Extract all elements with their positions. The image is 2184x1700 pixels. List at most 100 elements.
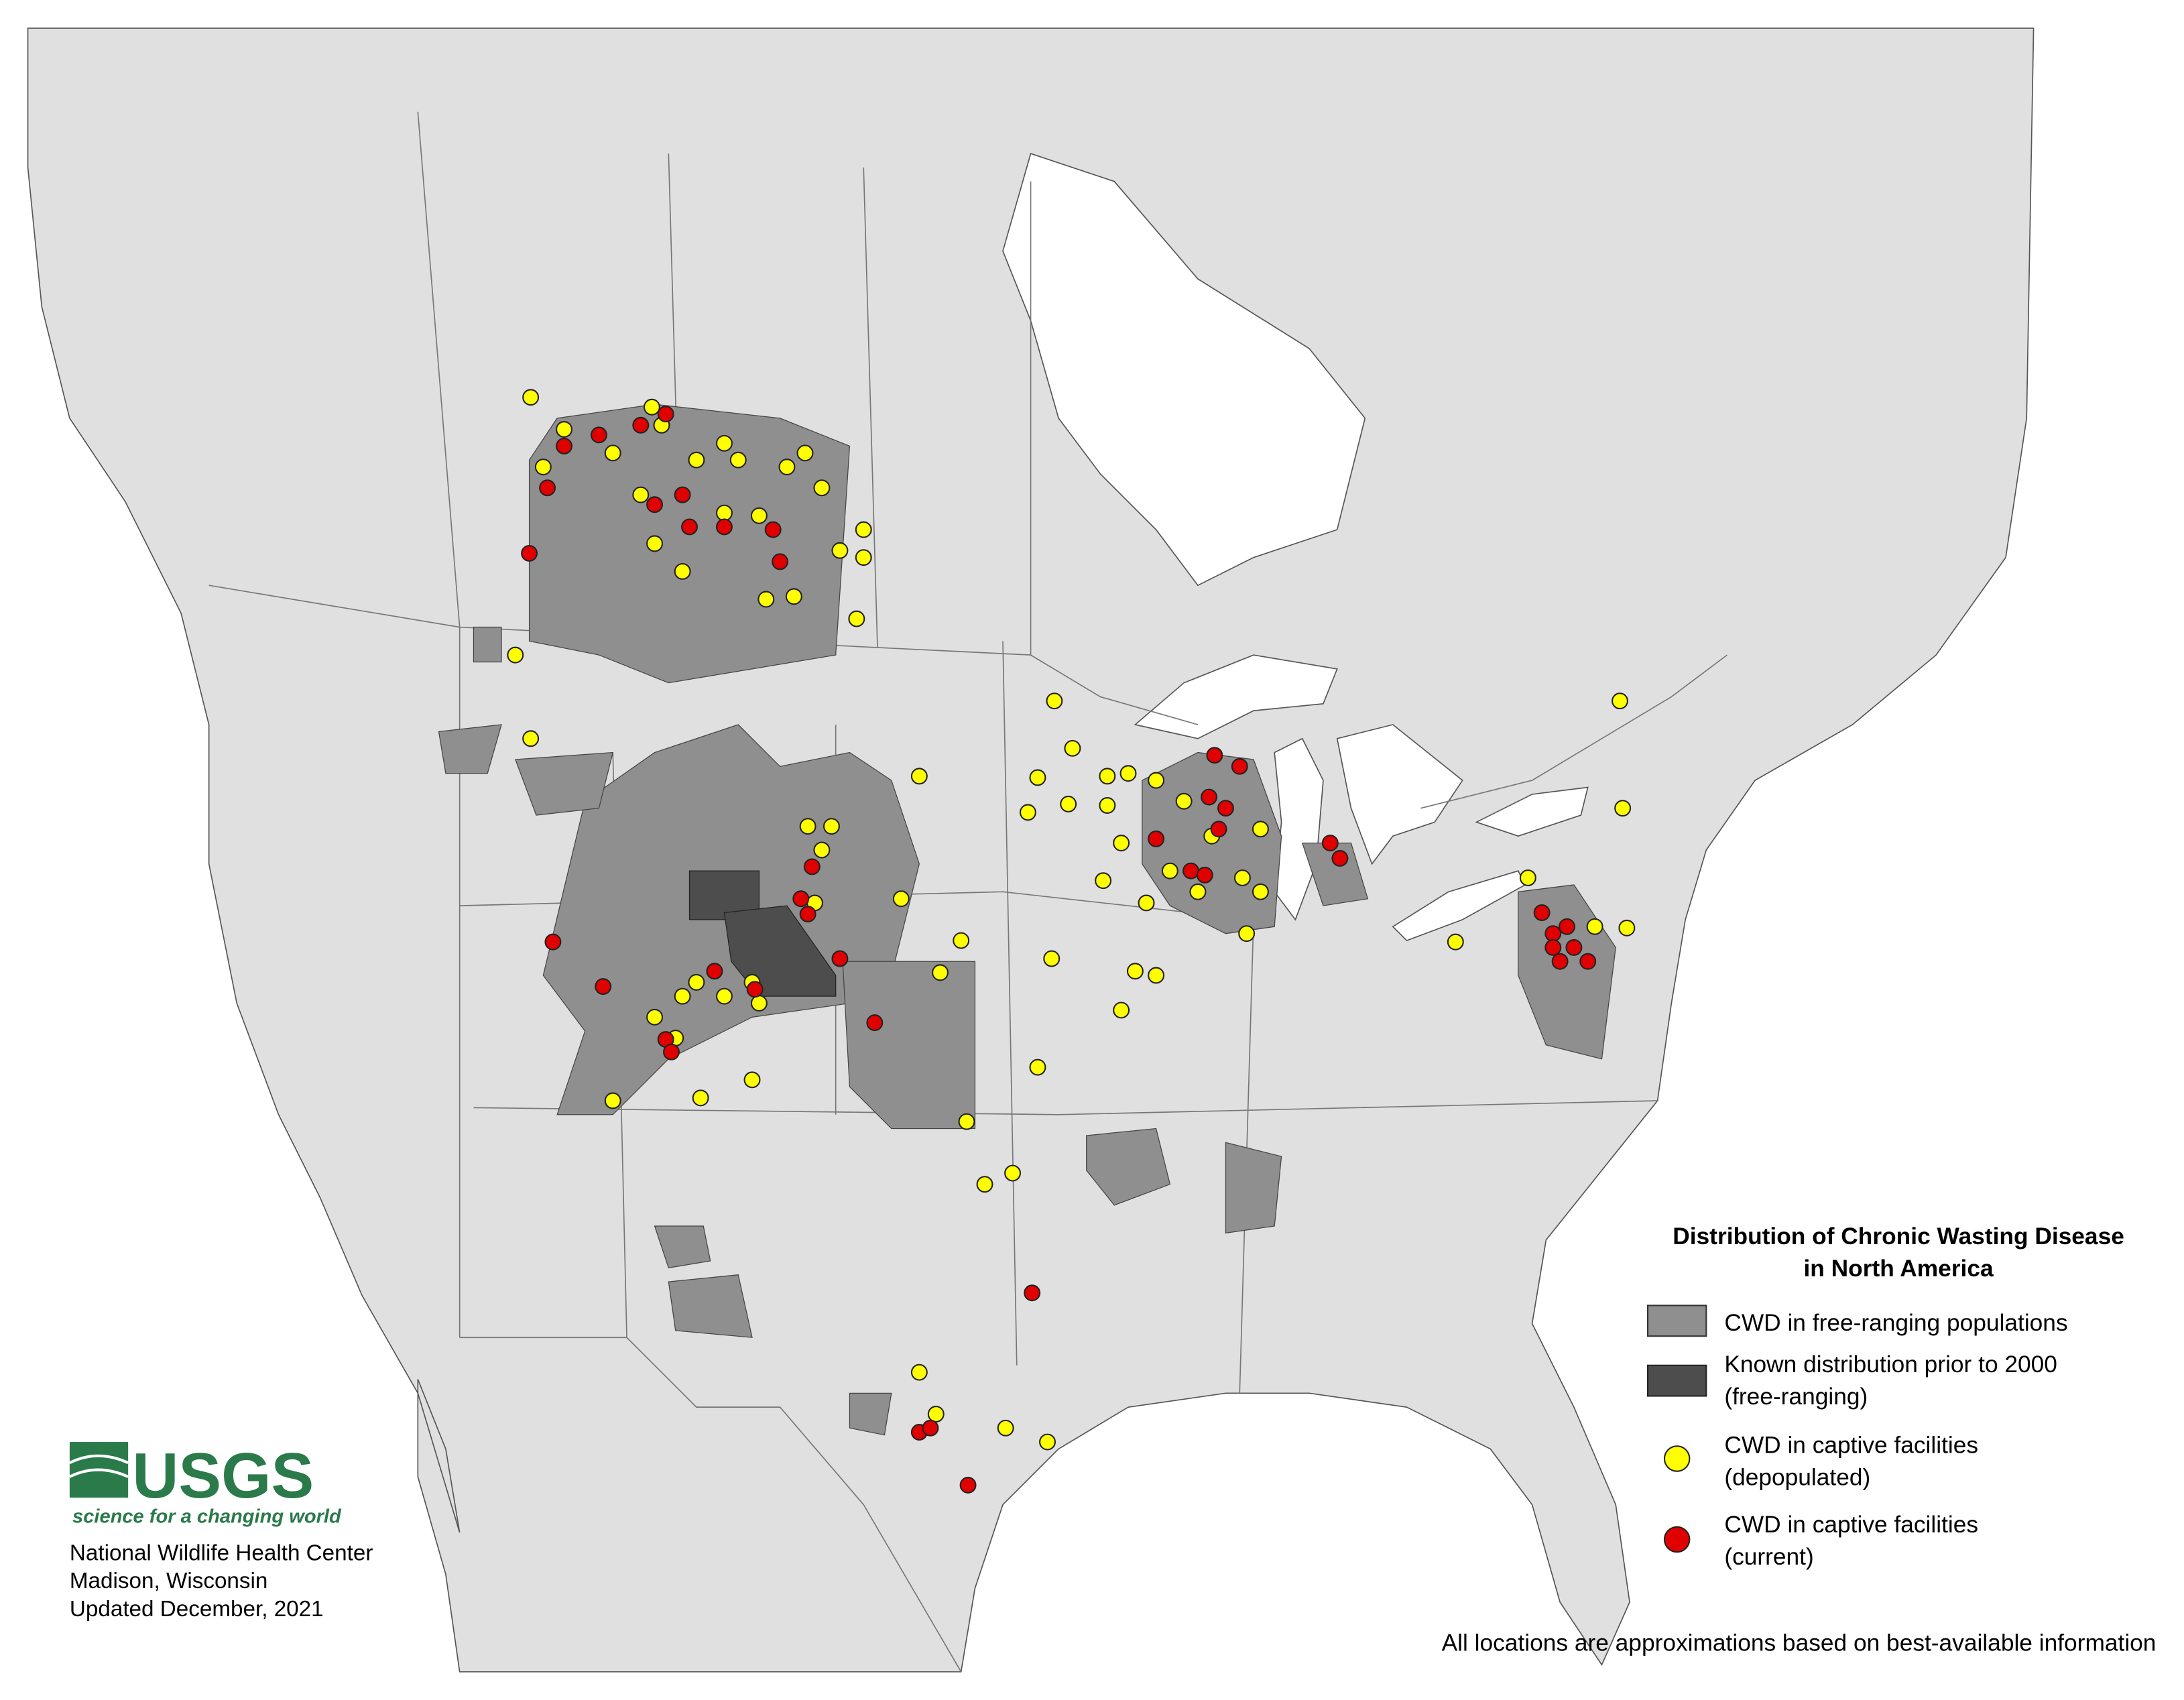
depopulated-facility	[855, 549, 872, 566]
current-facility	[1565, 938, 1583, 956]
current-facility	[1182, 862, 1199, 879]
depopulated-facility	[674, 562, 691, 580]
lake-superior	[1134, 654, 1338, 739]
depopulated-facility	[1099, 768, 1116, 785]
legend-swatch	[1663, 1526, 1691, 1553]
footnote: All locations are approximations based o…	[1442, 1630, 2157, 1656]
depopulated-facility	[1004, 1164, 1022, 1182]
depopulated-facility	[1252, 883, 1269, 900]
logo: USGS science for a changing world	[68, 1440, 342, 1528]
depopulated-facility	[1019, 804, 1036, 821]
depopulated-facility	[1113, 1001, 1130, 1019]
land	[27, 27, 2035, 1673]
cwd-pre-2000	[688, 870, 837, 997]
depopulated-facility	[910, 1363, 928, 1381]
depopulated-facility	[1161, 862, 1178, 879]
current-facility	[715, 518, 733, 536]
current-facility	[1201, 788, 1218, 806]
legend-label: (current)	[1724, 1544, 1813, 1570]
depopulated-facility	[688, 973, 705, 991]
current-facility	[632, 416, 650, 434]
current-facility	[521, 544, 538, 562]
depopulated-facility	[674, 987, 691, 1005]
current-facility	[1559, 918, 1575, 935]
depopulated-facility	[848, 610, 865, 627]
credit-line: Madison, Wisconsin	[70, 1569, 268, 1593]
depopulated-facility	[799, 818, 816, 835]
depopulated-facility	[750, 995, 768, 1012]
depopulated-facility	[632, 486, 650, 503]
depopulated-facility	[1095, 872, 1112, 890]
depopulated-facility	[646, 1008, 664, 1026]
current-facility	[1148, 830, 1165, 847]
depopulated-facility	[646, 535, 664, 552]
depopulated-facility	[604, 1092, 621, 1109]
depopulated-facility	[892, 890, 910, 908]
logo-waves	[68, 1454, 129, 1478]
hudson-bay	[1002, 153, 1366, 587]
depopulated-facility	[1586, 918, 1603, 935]
legend: Distribution of Chronic Wasting Disease …	[1647, 1223, 2124, 1570]
current-facility	[1551, 953, 1569, 970]
current-facility	[1206, 747, 1223, 764]
depopulated-facility	[604, 444, 621, 462]
depopulated-facility	[1614, 800, 1632, 817]
depopulated-facility	[715, 434, 733, 452]
legend-label: Known distribution prior to 2000	[1724, 1351, 2057, 1378]
depopulated-facility	[1113, 835, 1130, 852]
current-facility	[866, 1014, 884, 1032]
depopulated-facility	[692, 1089, 709, 1107]
captive-facilities	[507, 389, 1636, 1494]
depopulated-facility	[855, 521, 872, 538]
legend-label: CWD in free-ranging populations	[1724, 1310, 2067, 1336]
depopulated-facility	[1138, 894, 1155, 912]
depopulated-facility	[729, 451, 747, 469]
current-facility	[1544, 938, 1562, 956]
depopulated-facility	[1189, 883, 1207, 900]
depopulated-facility	[1119, 765, 1137, 782]
current-facility	[657, 406, 674, 423]
current-facility	[1217, 800, 1234, 817]
depopulated-facility	[953, 932, 970, 949]
depopulated-facility	[997, 1419, 1014, 1437]
depopulated-facility	[522, 389, 540, 406]
current-facility	[706, 963, 723, 980]
depopulated-facility	[831, 542, 849, 559]
current-facility	[1579, 953, 1597, 970]
current-facility	[595, 978, 612, 995]
current-facility	[1231, 757, 1248, 775]
depopulated-facility	[958, 1113, 975, 1130]
depopulated-facility	[1148, 967, 1165, 984]
lake-huron	[1336, 724, 1463, 865]
current-facility	[959, 1477, 977, 1494]
credits: National Wildlife Health Center Madison,…	[70, 1541, 373, 1622]
current-facility	[1321, 835, 1339, 852]
current-facility	[922, 1419, 939, 1437]
depopulated-facility	[1043, 950, 1060, 967]
depopulated-facility	[1039, 1433, 1056, 1451]
depopulated-facility	[715, 987, 733, 1005]
depopulated-facility	[1233, 869, 1251, 887]
depopulated-facility	[1148, 772, 1165, 789]
legend-swatch	[1647, 1304, 1707, 1337]
credit-line: National Wildlife Health Center	[70, 1541, 373, 1566]
depopulated-facility	[1252, 821, 1269, 838]
logo-name: USGS	[132, 1440, 314, 1512]
legend-swatch	[1647, 1364, 1707, 1397]
logo-tagline: science for a changing world	[72, 1506, 342, 1528]
current-facility	[803, 858, 821, 875]
depopulated-facility	[927, 1406, 945, 1422]
depopulated-facility	[796, 444, 814, 462]
current-facility	[772, 553, 789, 570]
legend-label: (depopulated)	[1724, 1464, 1870, 1490]
depopulated-facility	[1046, 692, 1063, 710]
legend-title: in North America	[1803, 1256, 1994, 1282]
legend-swatch	[1663, 1445, 1691, 1472]
depopulated-facility	[1612, 692, 1628, 710]
depopulated-facility	[534, 459, 552, 476]
current-facility	[1024, 1284, 1041, 1302]
current-facility	[831, 950, 849, 967]
current-facility	[1544, 925, 1562, 943]
depopulated-facility	[688, 451, 705, 469]
